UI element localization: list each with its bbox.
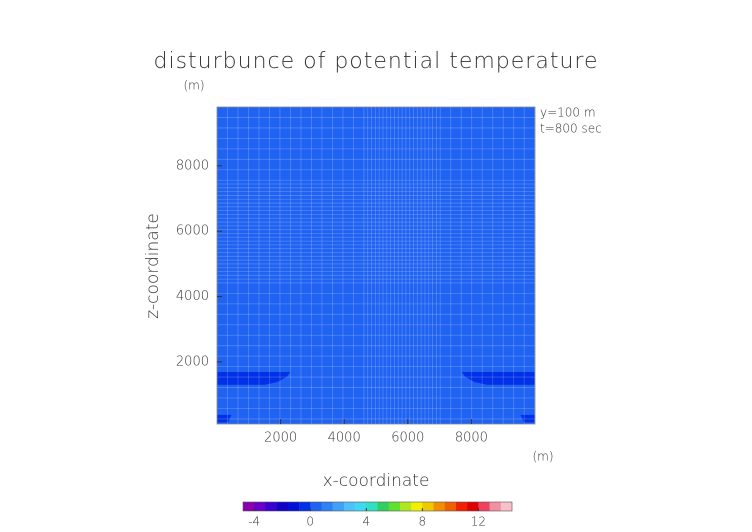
contour-region: [461, 372, 535, 385]
colorbar-tick-label: 4: [362, 515, 370, 529]
colorbar-segment: [455, 502, 468, 511]
colorbar-segment: [489, 502, 502, 511]
colorbar-segment: [377, 502, 390, 511]
colorbar-segment: [355, 502, 367, 511]
colorbar-tick-label: 8: [419, 515, 427, 529]
colorbar-segment: [332, 502, 345, 511]
colorbar-segment: [243, 502, 255, 511]
colorbar-frame: [242, 501, 513, 512]
x-tick-label: 4000: [328, 431, 361, 446]
colorbar-segment: [254, 502, 266, 511]
colorbar-segment: [287, 502, 300, 511]
contour-region: [217, 414, 232, 423]
y-tick-label: 4000: [176, 289, 209, 304]
mesh: [216, 106, 536, 424]
x-tick-label: 8000: [455, 431, 488, 446]
colorbar-segment: [310, 502, 322, 511]
x-tick-label: 6000: [391, 431, 424, 446]
colorbar-tick-label: 0: [306, 515, 314, 529]
chart-title: disturbunce of potential temperature: [154, 49, 599, 74]
colorbar-segment: [276, 502, 289, 511]
annotation: t=800 sec: [540, 122, 602, 136]
x-axis-label: x-coordinate: [323, 471, 430, 491]
colorbar-segment: [399, 502, 412, 511]
contour-region: [217, 372, 291, 385]
colorbar-segment: [467, 502, 479, 511]
colorbar-segment: [321, 502, 333, 511]
colorbar-segment: [422, 502, 434, 511]
colorbar-segment: [343, 502, 356, 511]
y-axis-label: z-coordinate: [143, 213, 163, 319]
field: [217, 107, 535, 424]
colorbar-segment: [411, 502, 423, 511]
colorbar-segment: [265, 502, 277, 511]
colorbar-tick-label: 12: [471, 515, 486, 529]
y-tick-label: 2000: [176, 354, 209, 369]
colorbar-segment: [366, 502, 378, 511]
plot-frame: [216, 106, 536, 425]
annotation: y=100 m: [540, 106, 596, 120]
colorbar-segment: [299, 502, 311, 511]
y-tick-label: 8000: [176, 158, 209, 173]
x-tick-label: 2000: [264, 431, 297, 446]
colorbar-segment: [388, 502, 401, 511]
colorbar-segment: [444, 502, 457, 511]
colorbar-segment: [500, 502, 513, 511]
x-unit: (m): [532, 450, 553, 464]
y-unit: (m): [183, 79, 204, 93]
contour-region: [520, 414, 535, 423]
colorbar-segment: [478, 502, 490, 511]
y-tick-label: 6000: [176, 224, 209, 239]
colorbar-segment: [433, 502, 446, 511]
colorbar-tick-label: -4: [248, 515, 260, 529]
